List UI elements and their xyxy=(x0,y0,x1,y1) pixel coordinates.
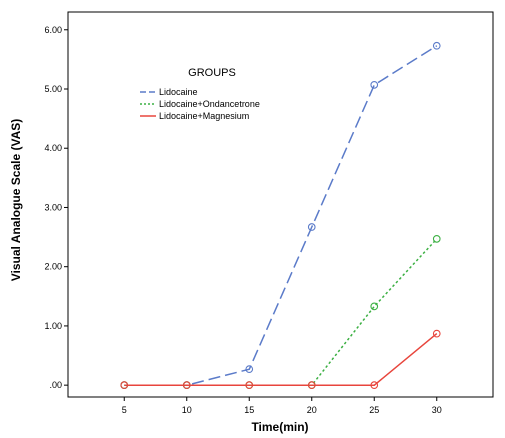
legend: GROUPS LidocaineLidocaine+OndancetroneLi… xyxy=(140,67,260,121)
data-point xyxy=(245,381,254,390)
y-tick-label: .00 xyxy=(49,380,62,390)
series-line-2 xyxy=(124,238,438,386)
data-point xyxy=(370,302,379,311)
data-point xyxy=(432,235,441,243)
data-point xyxy=(432,329,441,338)
y-axis-ticks: .00 1.00 2.00 3.00 4.00 5.00 6.00 xyxy=(44,25,68,390)
y-tick-label: 4.00 xyxy=(44,143,62,153)
data-point xyxy=(432,41,441,50)
data-point xyxy=(245,365,254,374)
x-axis-title: Time(min) xyxy=(251,420,308,434)
x-axis-ticks: 5 10 15 20 25 30 xyxy=(122,397,442,415)
legend-items: Lidocaine Lidocaine+Ondancetrone Lidocaine… xyxy=(140,87,260,121)
y-tick-label: 5.00 xyxy=(44,84,62,94)
x-tick-label: 30 xyxy=(432,405,442,415)
data-point xyxy=(370,381,379,390)
legend-label-2: Lidocaine+Ondancetrone xyxy=(159,99,260,109)
y-tick-label: 6.00 xyxy=(44,25,62,35)
x-tick-label: 15 xyxy=(244,405,254,415)
x-tick-label: 20 xyxy=(307,405,317,415)
legend-label-1: Lidocaine xyxy=(159,87,198,97)
y-tick-label: 1.00 xyxy=(44,321,62,331)
y-tick-label: 2.00 xyxy=(44,262,62,272)
series-line-3 xyxy=(124,333,438,386)
data-point xyxy=(307,223,316,231)
plot-area xyxy=(67,11,494,398)
data-point xyxy=(182,381,191,390)
legend-label-3: Lidocaine+Magnesium xyxy=(159,111,249,121)
x-tick-label: 25 xyxy=(369,405,379,415)
y-tick-label: 3.00 xyxy=(44,202,62,212)
y-axis-title: Visual Analogue Scale (VAS) xyxy=(9,119,23,282)
series-layer xyxy=(120,41,441,390)
data-point xyxy=(120,381,129,390)
legend-title: GROUPS xyxy=(188,67,236,79)
data-point xyxy=(307,381,316,390)
x-tick-label: 5 xyxy=(122,405,127,415)
x-tick-label: 10 xyxy=(182,405,192,415)
data-point xyxy=(370,81,379,89)
